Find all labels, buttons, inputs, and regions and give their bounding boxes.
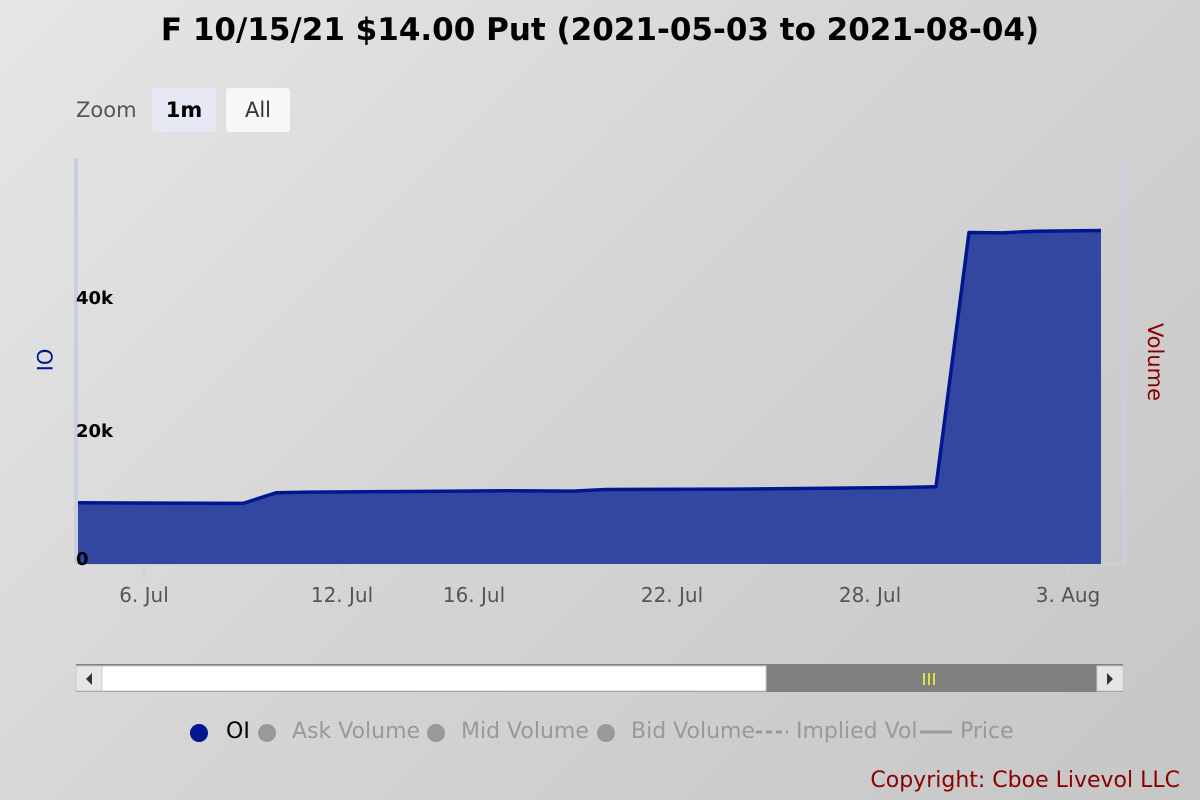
oi-point-13[interactable] — [1031, 227, 1039, 235]
y-tick-label-0: 0 — [76, 549, 89, 570]
oi-point-1[interactable] — [239, 499, 247, 507]
oi-point-5[interactable] — [503, 487, 511, 495]
oi-point-6[interactable] — [569, 487, 577, 495]
legend-implied-vol-label: Implied Vol — [796, 719, 918, 744]
oi-point-9[interactable] — [899, 484, 907, 492]
scroll-left-arrow-icon — [86, 673, 92, 685]
scrollbar-grip-icon[interactable] — [923, 673, 935, 685]
legend-bid-volume-label: Bid Volume — [631, 719, 755, 744]
legend-price-line-icon — [920, 730, 952, 734]
oi-point-3[interactable] — [305, 488, 313, 496]
oi-point-12[interactable] — [998, 229, 1006, 237]
oi-point-0[interactable] — [74, 499, 82, 507]
copyright-notice: Copyright: Cboe Livevol LLC — [870, 768, 1180, 793]
y-axis-title-oi: OI — [32, 348, 56, 372]
legend-implied-vol-dash-icon — [756, 730, 788, 734]
y-tick-label-2: 40k — [76, 288, 114, 309]
x-tick-label-5: 3. Aug — [1036, 583, 1101, 607]
x-tick-label-1: 12. Jul — [311, 583, 373, 607]
zoom-all-button[interactable]: All — [226, 88, 290, 132]
chart-title: F 10/15/21 $14.00 Put (2021-05-03 to 202… — [160, 12, 1040, 48]
legend-ask-volume-label: Ask Volume — [292, 719, 421, 744]
x-tick-label-2: 16. Jul — [443, 583, 505, 607]
y2-axis-title-volume: Volume — [1143, 322, 1167, 402]
oi-point-10[interactable] — [932, 483, 940, 491]
oi-area-fill — [78, 230, 1101, 564]
oi-point-7[interactable] — [602, 486, 610, 494]
navigator[interactable] — [75, 664, 1124, 692]
x-tick-layer: 6. Jul 12. Jul 16. Jul 22. Jul 28. Jul 3. Aug — [119, 564, 1100, 607]
legend-oi-label: OI — [226, 719, 250, 744]
oi-series-line — [77, 228, 1102, 506]
series-layer — [74, 227, 1105, 564]
legend-oi-dot-icon — [190, 724, 208, 742]
y-tick-label-1: 20k — [76, 421, 114, 442]
legend-mid-volume-dot-icon — [427, 724, 445, 742]
legend-ask-volume-dot-icon — [258, 724, 276, 742]
oi-point-11[interactable] — [965, 229, 973, 237]
x-tick-label-3: 22. Jul — [641, 583, 703, 607]
legend-mid-volume-label: Mid Volume — [461, 719, 589, 744]
scroll-right-arrow-icon — [1107, 673, 1113, 685]
oi-point-8[interactable] — [734, 485, 742, 493]
x-tick-label-0: 6. Jul — [119, 583, 169, 607]
zoom-label: Zoom — [76, 98, 137, 122]
zoom-1m-button[interactable]: 1m — [152, 88, 216, 132]
oi-point-2[interactable] — [272, 489, 280, 497]
legend-price-label: Price — [960, 719, 1014, 744]
x-tick-label-4: 28. Jul — [839, 583, 901, 607]
navigator-scroll-right-button[interactable] — [1096, 665, 1124, 692]
y-tick-layer: 0 20k 40k — [76, 288, 114, 570]
legend-bid-volume-dot-icon — [597, 724, 615, 742]
oi-point-14[interactable] — [1097, 227, 1105, 235]
oi-point-4[interactable] — [404, 488, 412, 496]
navigator-window[interactable] — [101, 665, 767, 692]
